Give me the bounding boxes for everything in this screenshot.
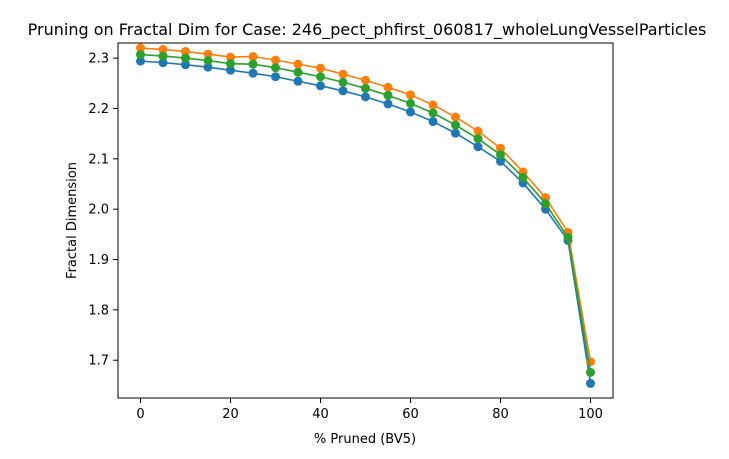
y-tick-label: 2.3 bbox=[88, 52, 109, 67]
x-tick-label: 40 bbox=[312, 407, 329, 422]
data-point bbox=[203, 49, 213, 59]
plot-area bbox=[117, 42, 614, 399]
data-point bbox=[338, 77, 348, 87]
data-point bbox=[451, 128, 460, 138]
data-point bbox=[406, 107, 415, 117]
data-point bbox=[406, 90, 415, 100]
data-point bbox=[316, 72, 325, 82]
data-point bbox=[473, 134, 483, 144]
series-1 bbox=[136, 56, 595, 388]
data-point bbox=[293, 59, 303, 69]
x-tick-label: 80 bbox=[492, 407, 509, 422]
data-point bbox=[136, 56, 145, 66]
y-tick-label: 1.7 bbox=[88, 354, 109, 369]
data-point bbox=[496, 156, 505, 166]
data-point bbox=[226, 52, 235, 62]
y-tick-label: 2.0 bbox=[88, 203, 109, 218]
data-point bbox=[451, 120, 460, 130]
y-axis: 1.7 1.8 1.9 2.0 2.1 2.2 2.3 bbox=[88, 52, 118, 369]
x-tick-label: 20 bbox=[222, 407, 239, 422]
y-tick-label: 1.8 bbox=[88, 303, 109, 318]
data-point bbox=[518, 172, 528, 182]
data-point bbox=[158, 51, 168, 61]
data-point bbox=[226, 65, 235, 75]
data-point bbox=[586, 357, 595, 367]
data-point bbox=[293, 67, 303, 77]
data-point bbox=[383, 99, 393, 109]
data-point bbox=[383, 82, 393, 92]
data-point bbox=[428, 108, 438, 118]
series-layer bbox=[136, 43, 595, 388]
data-point bbox=[338, 69, 348, 79]
x-tick-label: 0 bbox=[136, 407, 144, 422]
data-point bbox=[473, 126, 483, 136]
data-point bbox=[361, 83, 370, 93]
data-point bbox=[136, 43, 145, 53]
x-tick-label: 100 bbox=[578, 407, 603, 422]
data-point bbox=[338, 86, 348, 96]
data-point bbox=[451, 112, 460, 122]
x-axis: 0 20 40 60 80 100 bbox=[136, 398, 603, 422]
data-point bbox=[361, 92, 370, 102]
plot-frame bbox=[117, 42, 614, 399]
data-point bbox=[563, 232, 573, 242]
data-point bbox=[361, 75, 370, 85]
data-point bbox=[271, 55, 280, 65]
data-point bbox=[271, 63, 280, 73]
data-point bbox=[541, 199, 550, 209]
series-line bbox=[140, 60, 592, 384]
data-point bbox=[586, 378, 595, 388]
data-point bbox=[248, 68, 258, 78]
data-point bbox=[181, 47, 190, 57]
data-point bbox=[428, 100, 438, 110]
data-point bbox=[473, 142, 483, 152]
data-point bbox=[181, 53, 190, 63]
data-point bbox=[406, 98, 415, 108]
y-tick-label: 1.9 bbox=[88, 253, 109, 268]
y-tick-label: 2.2 bbox=[88, 102, 109, 117]
data-point bbox=[586, 367, 595, 377]
data-point bbox=[428, 117, 438, 127]
x-tick-label: 60 bbox=[402, 407, 419, 422]
data-point bbox=[293, 76, 303, 86]
data-point bbox=[271, 72, 280, 82]
y-axis-label: Fractal Dimension bbox=[65, 162, 80, 279]
y-tick-label: 2.1 bbox=[88, 152, 109, 167]
data-point bbox=[248, 59, 258, 69]
data-point bbox=[158, 45, 168, 55]
data-point bbox=[136, 50, 145, 60]
chart-title: Pruning on Fractal Dim for Case: 246_pec… bbox=[28, 20, 707, 40]
data-point bbox=[203, 56, 213, 66]
series-line bbox=[140, 53, 592, 373]
data-point bbox=[203, 62, 213, 72]
data-point bbox=[226, 59, 235, 69]
data-point bbox=[248, 52, 258, 62]
x-axis-label: % Pruned (BV5) bbox=[314, 432, 416, 447]
data-point bbox=[383, 90, 393, 100]
data-point bbox=[496, 150, 505, 160]
data-point bbox=[181, 60, 190, 70]
data-point bbox=[316, 63, 325, 73]
data-point bbox=[158, 58, 168, 68]
data-point bbox=[496, 143, 505, 153]
series-3 bbox=[136, 50, 595, 377]
data-point bbox=[316, 81, 325, 91]
